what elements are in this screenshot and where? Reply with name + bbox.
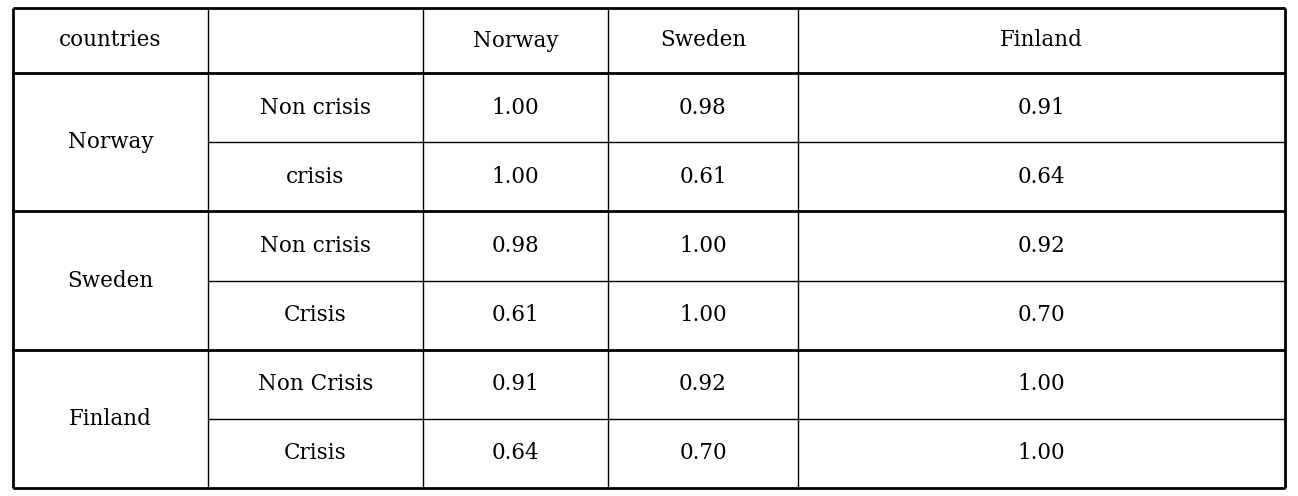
Text: 1.00: 1.00 xyxy=(1018,442,1066,464)
Text: Finland: Finland xyxy=(999,29,1083,52)
Text: Non Crisis: Non Crisis xyxy=(258,373,374,395)
Text: 0.98: 0.98 xyxy=(492,235,540,257)
Text: Finland: Finland xyxy=(69,408,152,430)
Text: 0.70: 0.70 xyxy=(1018,304,1066,326)
Text: crisis: crisis xyxy=(287,166,345,188)
Text: 0.98: 0.98 xyxy=(679,97,727,119)
Text: 0.64: 0.64 xyxy=(492,442,539,464)
Text: 1.00: 1.00 xyxy=(679,235,727,257)
Text: 0.61: 0.61 xyxy=(679,166,727,188)
Text: Sweden: Sweden xyxy=(67,269,153,292)
Text: 1.00: 1.00 xyxy=(492,166,539,188)
Text: 1.00: 1.00 xyxy=(1018,373,1066,395)
Text: Sweden: Sweden xyxy=(659,29,746,52)
Text: countries: countries xyxy=(60,29,162,52)
Text: 0.91: 0.91 xyxy=(1018,97,1066,119)
Text: 0.64: 0.64 xyxy=(1018,166,1066,188)
Text: Non crisis: Non crisis xyxy=(260,235,371,257)
Text: Norway: Norway xyxy=(472,29,558,52)
Text: Crisis: Crisis xyxy=(284,442,347,464)
Text: 0.61: 0.61 xyxy=(492,304,539,326)
Text: Norway: Norway xyxy=(67,131,153,153)
Text: 1.00: 1.00 xyxy=(492,97,539,119)
Text: 0.91: 0.91 xyxy=(492,373,540,395)
Text: 1.00: 1.00 xyxy=(679,304,727,326)
Text: 0.92: 0.92 xyxy=(679,373,727,395)
Text: 0.92: 0.92 xyxy=(1018,235,1066,257)
Text: Non crisis: Non crisis xyxy=(260,97,371,119)
Text: Crisis: Crisis xyxy=(284,304,347,326)
Text: 0.70: 0.70 xyxy=(679,442,727,464)
